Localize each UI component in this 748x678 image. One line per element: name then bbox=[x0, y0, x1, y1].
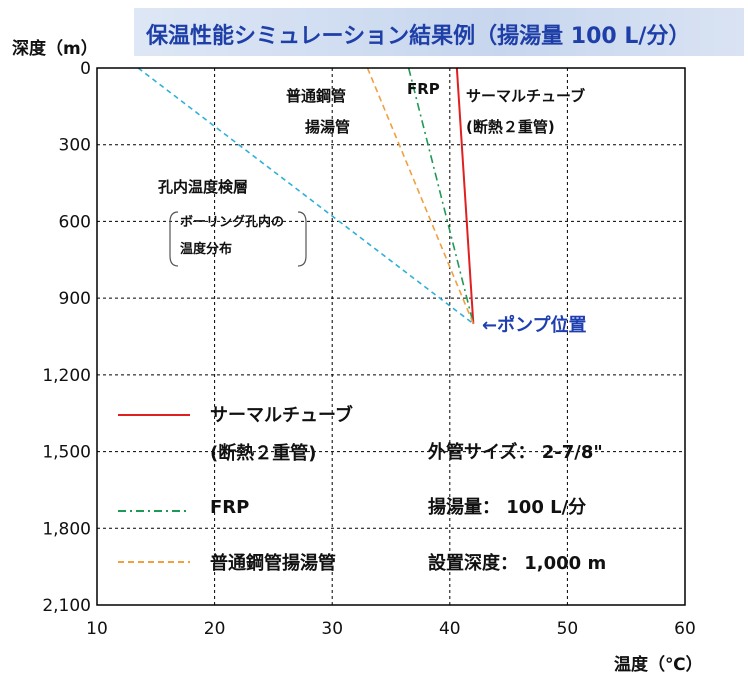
legend: サーマルチューブ (断熱２重管) FRP 普通鋼管揚湯管 bbox=[118, 404, 353, 574]
series-line-thermal-tube bbox=[455, 67, 475, 324]
x-tick-label: 30 bbox=[321, 619, 343, 639]
legend-label-thermal-1: サーマルチューブ bbox=[210, 404, 353, 426]
series-line-steel-pipe bbox=[366, 67, 475, 325]
x-tick-label: 20 bbox=[204, 619, 226, 639]
series-line-frp bbox=[407, 67, 475, 324]
plot-frame bbox=[96, 67, 686, 606]
annotation-steel-1: 普通鋼管 bbox=[286, 87, 346, 105]
chart-title: 保温性能シミュレーション結果例（揚湯量 100 L/分） bbox=[146, 24, 691, 49]
legend-label-thermal-2: (断熱２重管) bbox=[210, 442, 316, 464]
y-axis-label: 深度（m） bbox=[12, 39, 98, 59]
annotation-borehole-note-1: ボーリング孔内の bbox=[180, 214, 284, 230]
condition-depth: 設置深度： 1,000 m bbox=[428, 552, 606, 574]
y-tick-label: 1,500 bbox=[42, 443, 91, 463]
y-tick-label: 2,100 bbox=[42, 596, 91, 616]
bracket-left bbox=[169, 211, 179, 267]
annotation-borehole-title: 孔内温度検層 bbox=[158, 178, 248, 196]
y-tick-label: 1,800 bbox=[42, 519, 91, 539]
legend-label-steel: 普通鋼管揚湯管 bbox=[210, 552, 336, 574]
legend-label-frp: FRP bbox=[210, 497, 249, 518]
x-tick-label: 50 bbox=[557, 619, 579, 639]
x-axis-label: 温度（℃） bbox=[614, 655, 703, 675]
condition-flow-rate: 揚湯量： 100 L/分 bbox=[428, 496, 586, 518]
condition-pipe-size: 外管サイズ： 2-7/8" bbox=[428, 441, 603, 463]
bracket-right bbox=[297, 211, 307, 267]
y-tick-label: 1,200 bbox=[42, 366, 91, 386]
x-tick-label: 60 bbox=[674, 619, 696, 639]
annotation-borehole-note-2: 温度分布 bbox=[180, 241, 232, 257]
annotation-steel-2: 揚湯管 bbox=[305, 118, 350, 136]
x-tick-label: 10 bbox=[86, 619, 108, 639]
y-tick-label: 300 bbox=[59, 136, 91, 156]
series-group bbox=[137, 67, 475, 325]
y-tick-label: 600 bbox=[59, 212, 91, 232]
annotation-thermal-2: (断熱２重管) bbox=[466, 118, 555, 136]
series-line-borehole-log bbox=[137, 67, 474, 325]
title-banner bbox=[134, 8, 744, 56]
y-tick-label: 0 bbox=[80, 59, 91, 79]
grid-group bbox=[97, 68, 685, 605]
annotation-pump: ←ポンプ位置 bbox=[482, 314, 587, 336]
annotation-frp: FRP bbox=[407, 80, 440, 98]
tick-labels-group: 10 20 30 40 50 6003006009001,2001,5001,8002,1… bbox=[42, 59, 695, 639]
y-tick-label: 900 bbox=[59, 289, 91, 309]
annotation-thermal-1: サーマルチューブ bbox=[466, 87, 585, 105]
x-tick-label: 40 bbox=[439, 619, 461, 639]
